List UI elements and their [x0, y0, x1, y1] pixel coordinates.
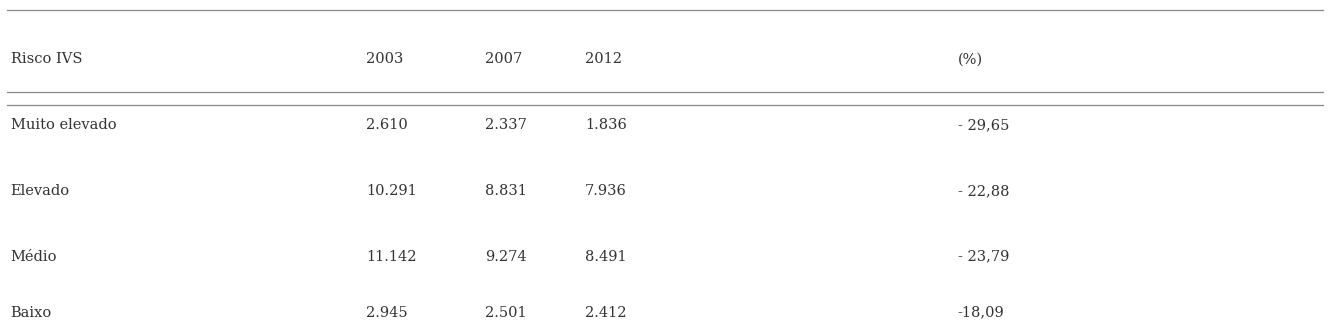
Text: 1.836: 1.836 — [585, 118, 626, 132]
Text: -18,09: -18,09 — [958, 306, 1004, 319]
Text: 8.491: 8.491 — [585, 250, 626, 264]
Text: 9.274: 9.274 — [485, 250, 527, 264]
Text: - 23,79: - 23,79 — [958, 250, 1009, 264]
Text: 7.936: 7.936 — [585, 184, 626, 198]
Text: 10.291: 10.291 — [366, 184, 416, 198]
Text: - 29,65: - 29,65 — [958, 118, 1009, 132]
Text: Elevado: Elevado — [11, 184, 69, 198]
Text: 2003: 2003 — [366, 52, 403, 66]
Text: 2.337: 2.337 — [485, 118, 527, 132]
Text: (%): (%) — [958, 52, 983, 66]
Text: 2012: 2012 — [585, 52, 622, 66]
Text: Risco IVS: Risco IVS — [11, 52, 82, 66]
Text: 2.501: 2.501 — [485, 306, 527, 319]
Text: Médio: Médio — [11, 250, 57, 264]
Text: 2.610: 2.610 — [366, 118, 407, 132]
Text: - 22,88: - 22,88 — [958, 184, 1009, 198]
Text: 11.142: 11.142 — [366, 250, 416, 264]
Text: Muito elevado: Muito elevado — [11, 118, 116, 132]
Text: Baixo: Baixo — [11, 306, 52, 319]
Text: 2.945: 2.945 — [366, 306, 407, 319]
Text: 2007: 2007 — [485, 52, 523, 66]
Text: 2.412: 2.412 — [585, 306, 626, 319]
Text: 8.831: 8.831 — [485, 184, 527, 198]
